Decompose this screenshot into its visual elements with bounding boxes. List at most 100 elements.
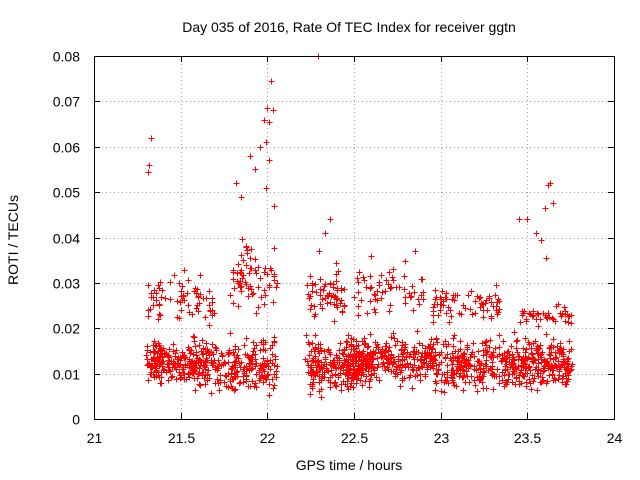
data-point [171, 360, 178, 367]
data-point [441, 389, 448, 396]
x-tick-label: 21 [87, 430, 103, 446]
data-point [433, 380, 440, 387]
data-point [250, 290, 257, 297]
data-point [151, 338, 158, 345]
data-point [378, 295, 385, 302]
data-point [480, 307, 487, 314]
data-point [383, 277, 390, 284]
data-point [449, 374, 456, 381]
data-point [263, 376, 270, 383]
data-point [169, 373, 176, 380]
data-point [374, 364, 381, 371]
data-point [366, 356, 373, 363]
data-point [255, 304, 262, 311]
data-point [538, 351, 545, 358]
data-point [247, 283, 254, 290]
data-point [516, 353, 523, 360]
data-point [250, 348, 257, 355]
data-point [332, 371, 339, 378]
data-point [432, 387, 439, 394]
data-point [257, 365, 264, 372]
data-point [401, 286, 408, 293]
data-point [453, 383, 460, 390]
data-point [382, 349, 389, 356]
data-point [492, 292, 499, 299]
y-tick-label: 0.02 [53, 321, 80, 337]
data-point [450, 335, 457, 342]
data-point [260, 355, 267, 362]
data-point [333, 271, 340, 278]
data-point [449, 296, 456, 303]
data-point [343, 370, 350, 377]
data-point [429, 345, 436, 352]
data-point [199, 337, 206, 344]
data-point [358, 297, 365, 304]
data-point [206, 350, 213, 357]
data-point [547, 352, 554, 359]
data-point [550, 344, 557, 351]
data-point [250, 339, 257, 346]
data-point [247, 153, 254, 160]
data-point [266, 392, 273, 399]
data-point [203, 340, 210, 347]
data-point [348, 346, 355, 353]
data-point [333, 260, 340, 267]
data-point [331, 301, 338, 308]
data-point [462, 379, 469, 386]
data-point [231, 285, 238, 292]
data-point [316, 350, 323, 357]
data-point [430, 353, 437, 360]
data-point [271, 203, 278, 210]
data-point [345, 352, 352, 359]
data-point [355, 312, 362, 319]
data-point [563, 366, 570, 373]
data-point [237, 364, 244, 371]
data-point [404, 360, 411, 367]
data-point [145, 377, 152, 384]
data-point [384, 356, 391, 363]
data-point [248, 246, 255, 253]
data-point [392, 373, 399, 380]
data-point [327, 216, 334, 223]
data-point [238, 288, 245, 295]
data-point [555, 376, 562, 383]
data-point [523, 379, 530, 386]
data-point [511, 329, 518, 336]
data-point [258, 294, 265, 301]
data-point [401, 375, 408, 382]
data-point [341, 286, 348, 293]
data-point [563, 381, 570, 388]
data-point [562, 308, 569, 315]
data-point [261, 117, 268, 124]
data-point [432, 349, 439, 356]
data-point [345, 386, 352, 393]
data-point [368, 371, 375, 378]
chart-title: Day 035 of 2016, Rate Of TEC Index for r… [182, 19, 516, 35]
data-point [246, 270, 253, 277]
data-point [162, 295, 169, 302]
data-point [516, 378, 523, 385]
y-tick-label: 0.06 [53, 140, 80, 156]
data-point [219, 353, 226, 360]
data-point [390, 277, 397, 284]
data-point [271, 245, 278, 252]
data-point [165, 377, 172, 384]
data-point [373, 374, 380, 381]
data-point [158, 359, 165, 366]
data-point [195, 371, 202, 378]
data-point [206, 288, 213, 295]
data-point [391, 335, 398, 342]
data-point [368, 253, 375, 260]
data-point [407, 351, 414, 358]
data-point [195, 308, 202, 315]
data-point [192, 343, 199, 350]
data-point [489, 372, 496, 379]
data-point [247, 255, 254, 262]
data-point [402, 364, 409, 371]
data-point [351, 294, 358, 301]
data-point [339, 308, 346, 315]
data-point [264, 105, 271, 112]
data-point [477, 362, 484, 369]
y-tick-label: 0.01 [53, 367, 80, 383]
data-point [419, 364, 426, 371]
